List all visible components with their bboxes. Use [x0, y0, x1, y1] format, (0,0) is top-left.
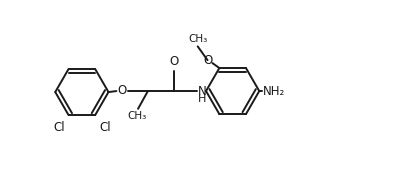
Text: O: O: [117, 84, 127, 97]
Text: O: O: [203, 54, 212, 67]
Text: N: N: [198, 84, 207, 98]
Text: CH₃: CH₃: [188, 34, 207, 44]
Text: Cl: Cl: [53, 121, 65, 134]
Text: NH₂: NH₂: [263, 84, 285, 98]
Text: Cl: Cl: [99, 121, 111, 134]
Text: H: H: [198, 94, 206, 104]
Text: O: O: [169, 55, 178, 68]
Text: CH₃: CH₃: [127, 111, 147, 121]
